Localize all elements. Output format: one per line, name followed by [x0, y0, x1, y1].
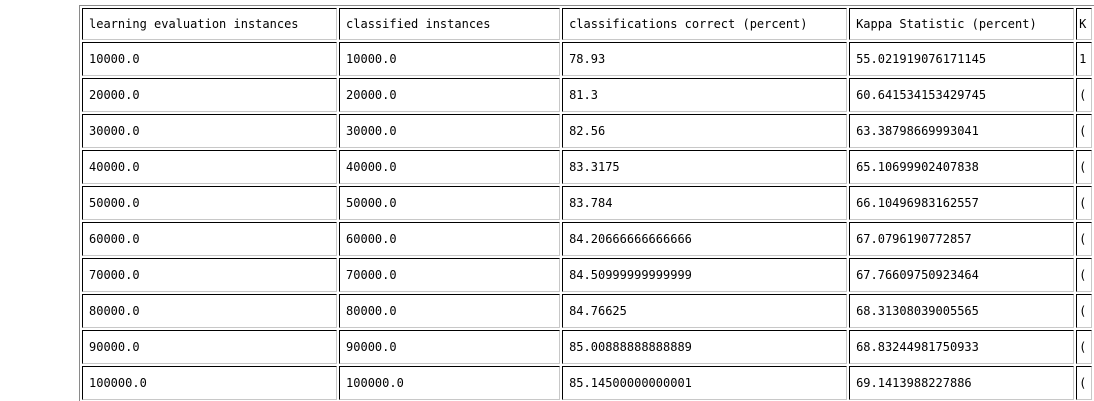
table-cell: ( [1076, 150, 1092, 184]
table-cell: 68.83244981750933 [849, 330, 1075, 364]
table-cell: 50000.0 [82, 186, 338, 220]
table-cell: 60000.0 [82, 222, 338, 256]
table-cell: 20000.0 [82, 78, 338, 112]
table-cell: 67.0796190772857 [849, 222, 1075, 256]
table-cell: ( [1076, 330, 1092, 364]
table-cell: 70000.0 [82, 258, 338, 292]
table-cell: 80000.0 [82, 294, 338, 328]
table-cell: 10000.0 [339, 42, 561, 76]
table-cell: 55.021919076171145 [849, 42, 1075, 76]
table-cell: 40000.0 [82, 150, 338, 184]
table-cell: 82.56 [562, 114, 848, 148]
table-cell: 100000.0 [339, 366, 561, 400]
table-cell: 40000.0 [339, 150, 561, 184]
table-cell: 78.93 [562, 42, 848, 76]
table-cell: 83.3175 [562, 150, 848, 184]
table-cell: 90000.0 [339, 330, 561, 364]
table-cell: 85.14500000000001 [562, 366, 848, 400]
table-row: 90000.0 90000.0 85.00888888888889 68.832449… [82, 330, 1092, 364]
table-cell: 67.76609750923464 [849, 258, 1075, 292]
table-cell: 80000.0 [339, 294, 561, 328]
column-header: classified instances [339, 8, 561, 40]
table-header-row: learning evaluation instances classified… [82, 8, 1092, 40]
table-cell: 60.641534153429745 [849, 78, 1075, 112]
table-row: 70000.0 70000.0 84.50999999999999 67.766097… [82, 258, 1092, 292]
table-cell: ( [1076, 186, 1092, 220]
column-header: K [1076, 8, 1092, 40]
table-cell: ( [1076, 294, 1092, 328]
table-cell: 30000.0 [339, 114, 561, 148]
table-cell: 69.1413988227886 [849, 366, 1075, 400]
table-row: 10000.0 10000.0 78.93 55.021919076171145 1 [82, 42, 1092, 76]
table-cell: ( [1076, 114, 1092, 148]
table-cell: 10000.0 [82, 42, 338, 76]
column-header: classifications correct (percent) [562, 8, 848, 40]
table-cell: 70000.0 [339, 258, 561, 292]
table-cell: ( [1076, 366, 1092, 400]
table-cell: 60000.0 [339, 222, 561, 256]
table-cell: 63.38798669993041 [849, 114, 1075, 148]
results-table-container: learning evaluation instances classified… [79, 5, 1094, 401]
table-cell: ( [1076, 258, 1092, 292]
column-header: Kappa Statistic (percent) [849, 8, 1075, 40]
evaluation-results-table: learning evaluation instances classified… [80, 6, 1094, 401]
table-cell: 68.31308039005565 [849, 294, 1075, 328]
table-row: 20000.0 20000.0 81.3 60.641534153429745( [82, 78, 1092, 112]
table-cell: 90000.0 [82, 330, 338, 364]
table-cell: 65.10699902407838 [849, 150, 1075, 184]
table-row: 100000.0 100000.0 85.14500000000001 69.1413… [82, 366, 1092, 400]
table-cell: 84.20666666666666 [562, 222, 848, 256]
column-header: learning evaluation instances [82, 8, 338, 40]
table-cell: 85.00888888888889 [562, 330, 848, 364]
table-row: 30000.0 30000.0 82.56 63.38798669993041( [82, 114, 1092, 148]
table-row: 50000.0 50000.0 83.784 66.10496983162557( [82, 186, 1092, 220]
table-row: 60000.0 60000.0 84.20666666666666 67.079619… [82, 222, 1092, 256]
table-row: 40000.0 40000.0 83.3175 65.10699902407838( [82, 150, 1092, 184]
table-cell: 50000.0 [339, 186, 561, 220]
table-cell: 84.76625 [562, 294, 848, 328]
table-cell: 30000.0 [82, 114, 338, 148]
table-cell: 1 [1076, 42, 1092, 76]
table-cell: 81.3 [562, 78, 848, 112]
table-cell: 83.784 [562, 186, 848, 220]
table-cell: 84.50999999999999 [562, 258, 848, 292]
table-cell: ( [1076, 222, 1092, 256]
table-cell: 100000.0 [82, 366, 338, 400]
table-row: 80000.0 80000.0 84.76625 68.31308039005565( [82, 294, 1092, 328]
table-cell: ( [1076, 78, 1092, 112]
table-cell: 20000.0 [339, 78, 561, 112]
table-cell: 66.10496983162557 [849, 186, 1075, 220]
